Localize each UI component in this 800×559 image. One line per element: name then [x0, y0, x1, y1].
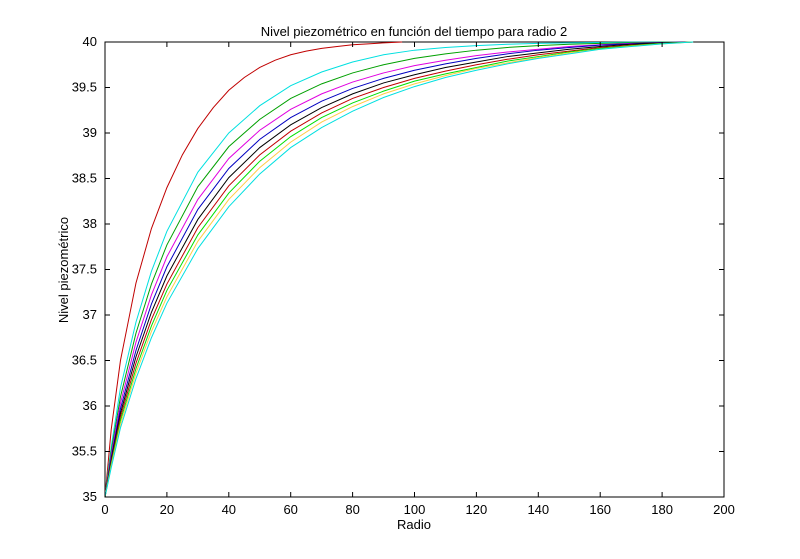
x-axis-ticks: 0 20 40 60 80 100 120 140 160 180 200 [101, 42, 735, 517]
series-line-9 [104, 41, 694, 498]
x-tick-label: 0 [101, 502, 108, 517]
chart-title: Nivel piezométrico en función del tiempo… [261, 24, 567, 39]
x-axis-label: Radio [397, 517, 431, 532]
series-line-2 [104, 41, 694, 498]
x-tick-label: 120 [466, 502, 488, 517]
x-tick-label: 160 [589, 502, 611, 517]
y-tick-label: 35 [83, 489, 97, 504]
y-axis-ticks: 35 35.5 36 36.5 37 37.5 38 38.5 39 39.5 40 [72, 34, 724, 504]
plot-area: 0 20 40 60 80 100 120 140 160 180 200 35 35.5 36 36.5… [72, 34, 735, 517]
y-tick-label: 39 [83, 125, 97, 140]
y-axis-label: Nivel piezométrico [56, 217, 71, 323]
series-line-8 [104, 41, 694, 498]
series-line-5 [104, 41, 694, 498]
x-tick-label: 140 [527, 502, 549, 517]
x-tick-label: 180 [651, 502, 673, 517]
series-line-4 [104, 41, 694, 498]
series-line-7 [104, 41, 694, 498]
y-tick-label: 38.5 [72, 171, 97, 186]
y-tick-label: 36 [83, 398, 97, 413]
series-line-6 [104, 41, 694, 498]
series-line-10 [104, 41, 694, 498]
y-tick-label: 37 [83, 307, 97, 322]
x-tick-label: 100 [404, 502, 426, 517]
x-tick-label: 200 [713, 502, 735, 517]
series-layer [104, 41, 694, 498]
y-tick-label: 39.5 [72, 80, 97, 95]
y-tick-label: 35.5 [72, 444, 97, 459]
series-line-1 [104, 41, 403, 498]
x-tick-label: 20 [160, 502, 174, 517]
y-tick-label: 37.5 [72, 262, 97, 277]
x-tick-label: 80 [345, 502, 359, 517]
x-tick-label: 40 [222, 502, 236, 517]
series-line-3 [104, 41, 694, 498]
y-tick-label: 38 [83, 216, 97, 231]
x-tick-label: 60 [283, 502, 297, 517]
y-tick-label: 40 [83, 34, 97, 49]
y-tick-label: 36.5 [72, 353, 97, 368]
